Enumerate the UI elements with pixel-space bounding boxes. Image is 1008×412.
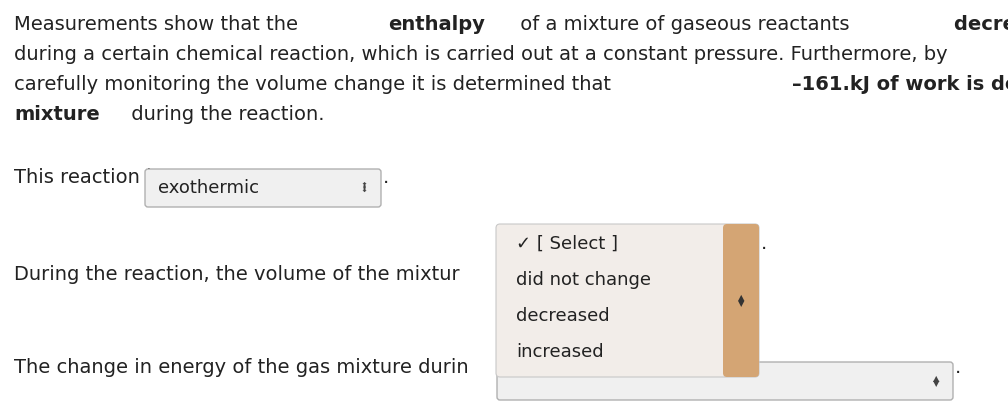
Text: .: . <box>955 358 962 377</box>
Text: –161.kJ of work is done on the: –161.kJ of work is done on the <box>792 75 1008 94</box>
FancyBboxPatch shape <box>145 169 381 207</box>
Text: during the reaction.: during the reaction. <box>125 105 325 124</box>
Text: Measurements show that the: Measurements show that the <box>14 15 304 34</box>
FancyBboxPatch shape <box>496 224 759 377</box>
Text: exothermic: exothermic <box>158 179 259 197</box>
Text: mixture: mixture <box>14 105 100 124</box>
Text: ▲
▼: ▲ ▼ <box>932 374 939 388</box>
Text: of a mixture of gaseous reactants: of a mixture of gaseous reactants <box>513 15 855 34</box>
Text: During the reaction, the volume of the mixtur: During the reaction, the volume of the m… <box>14 265 460 284</box>
Text: .: . <box>761 234 767 253</box>
Bar <box>727 228 755 373</box>
Text: ✓ [ Select ]: ✓ [ Select ] <box>516 234 618 253</box>
Text: during a certain chemical reaction, which is carried out at a constant pressure.: during a certain chemical reaction, whic… <box>14 45 948 64</box>
Text: decreases by 123. kJ: decreases by 123. kJ <box>955 15 1008 34</box>
Text: did not change: did not change <box>516 271 651 289</box>
Text: ▲
▼: ▲ ▼ <box>738 293 744 308</box>
Text: ⬆
⬇: ⬆ ⬇ <box>361 181 368 195</box>
Text: The change in energy of the gas mixture durin: The change in energy of the gas mixture … <box>14 358 469 377</box>
Text: increased: increased <box>516 343 604 361</box>
Text: carefully monitoring the volume change it is determined that: carefully monitoring the volume change i… <box>14 75 617 94</box>
Text: enthalpy: enthalpy <box>388 15 486 34</box>
Text: .: . <box>383 168 389 187</box>
FancyBboxPatch shape <box>497 362 953 400</box>
FancyBboxPatch shape <box>723 224 759 377</box>
Text: decreased: decreased <box>516 307 610 325</box>
Text: This reaction is: This reaction is <box>14 168 161 187</box>
